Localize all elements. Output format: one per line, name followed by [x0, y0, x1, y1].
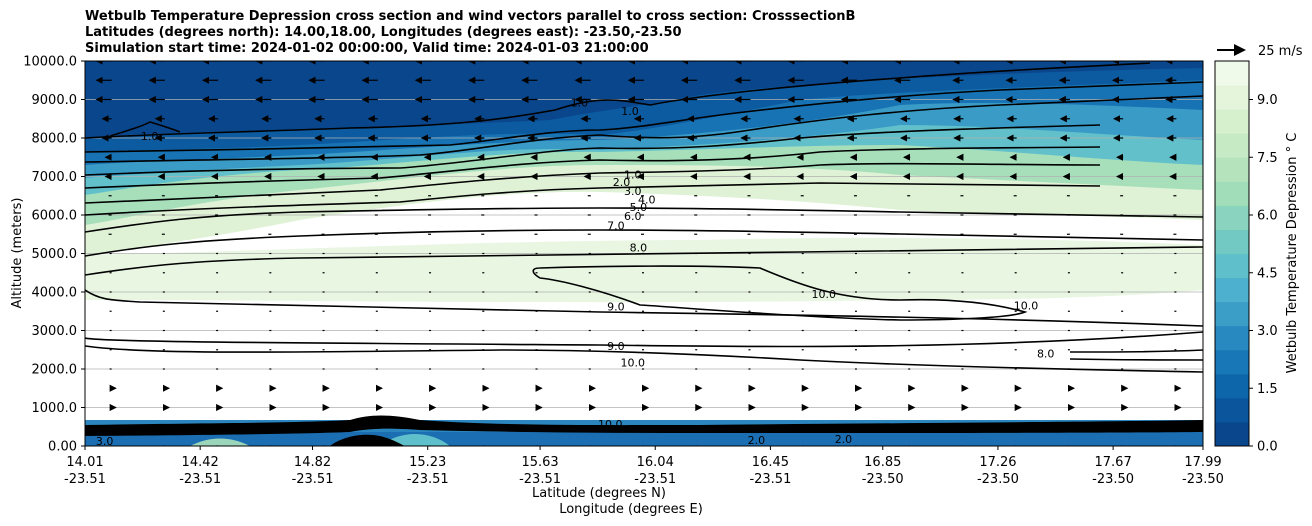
contour-lines	[85, 62, 1203, 373]
colorbar-tick-label: 6.0	[1257, 209, 1278, 224]
contour-label: 2.0	[613, 176, 631, 189]
colorbar-tick-label: 3.0	[1257, 324, 1278, 339]
x-tick-label-lat: 15.23	[409, 455, 446, 470]
colorbar-swatch	[1215, 349, 1249, 375]
colorbar-swatch	[1215, 421, 1249, 447]
x-tick-label-lat: 14.01	[66, 455, 103, 470]
colorbar-swatch	[1215, 397, 1249, 423]
colorbar-swatch	[1215, 253, 1249, 279]
contour-label: 2.0	[748, 434, 766, 447]
contour-label: 6.0	[624, 210, 642, 223]
contour-label: 1.0	[624, 169, 642, 182]
contour-label: 10.0	[621, 356, 646, 369]
colorbar-frame	[1214, 60, 1250, 447]
x-tick-label-lat: 17.67	[1095, 455, 1132, 470]
colorbar-swatch	[1215, 85, 1249, 110]
colorbar-swatch	[1215, 277, 1249, 303]
contour-label: 8.0	[630, 242, 648, 255]
colorbar-swatch	[1215, 133, 1249, 158]
x-tick-label-lon: -23.50	[1092, 472, 1134, 487]
colorbar-tick-label: 7.5	[1257, 151, 1278, 166]
colorbar-tick-label: 0.0	[1257, 440, 1278, 455]
contour-label: 10.0	[812, 288, 837, 301]
x-tick-label-lat: 14.42	[182, 455, 219, 470]
colorbar-swatch	[1215, 325, 1249, 351]
colorbar-swatch	[1215, 61, 1249, 86]
contour-label: 1.0	[571, 97, 589, 110]
colorbar-swatch	[1215, 109, 1249, 134]
y-tick-label: 9000.0	[32, 93, 78, 108]
contour-label: 1.0	[141, 130, 159, 143]
x-tick-label-lon: -23.51	[179, 472, 221, 487]
chart-title-line-2: Latitudes (degrees north): 14.00,18.00, …	[85, 25, 682, 40]
colorbar-swatch	[1215, 229, 1249, 254]
contour-label: 4.0	[638, 194, 656, 207]
x-tick-label-lon: -23.51	[407, 472, 449, 487]
chart-title-line-3: Simulation start time: 2024-01-02 00:00:…	[85, 41, 649, 56]
contour-label: 7.0	[607, 219, 625, 232]
contour-label: 9.0	[607, 340, 625, 353]
colorbar-tick-label: 4.5	[1257, 266, 1278, 281]
contour-label: 10.0	[1014, 299, 1039, 312]
x-tick-label-lon: -23.51	[749, 472, 791, 487]
x-tick-label-lat: 17.26	[979, 455, 1016, 470]
x-tick-label-lat: 16.85	[864, 455, 901, 470]
contour-label: 5.0	[630, 201, 648, 214]
chart-title-line-1: Wetbulb Temperature Depression cross sec…	[85, 9, 856, 24]
x-tick-label-lon: -23.51	[634, 472, 676, 487]
x-tick-label-lon: -23.50	[1182, 472, 1224, 487]
colorbar-tick-label: 1.5	[1257, 382, 1278, 397]
y-tick-label: 3000.0	[32, 324, 78, 339]
x-tick-label-lon: -23.50	[862, 472, 904, 487]
surface-contours	[85, 415, 1203, 446]
colorbar-swatch	[1215, 301, 1249, 327]
contour-labels: 1.01.01.02.03.04.05.06.07.08.09.010.010.…	[96, 97, 1055, 448]
y-tick-label: 1000.0	[32, 401, 78, 416]
contour-label: 8.0	[1037, 348, 1055, 361]
x-axis-label-latitude: Latitude (degrees N)	[532, 486, 666, 501]
contour-label: 9.0	[607, 301, 625, 314]
colorbar-tick-label: 9.0	[1257, 93, 1278, 108]
x-tick-label-lat: 17.99	[1184, 455, 1221, 470]
contour-label: 1.0	[621, 105, 639, 118]
y-tick-label: 5000.0	[32, 247, 78, 262]
colorbar-swatch	[1215, 181, 1249, 206]
contour-label: 3.0	[96, 435, 114, 448]
y-tick-label: 2000.0	[32, 363, 78, 378]
y-tick-label: 10000.0	[23, 55, 77, 70]
y-axis-ticks: 0.00 1000.0 2000.0 3000.0 4000.0 5000.0 6000.0…	[23, 55, 85, 455]
x-axis-label-longitude: Longitude (degrees E)	[559, 502, 703, 517]
x-tick-label-lon: -23.51	[519, 472, 561, 487]
colorbar-swatch	[1215, 373, 1249, 399]
x-tick-label-lon: -23.51	[292, 472, 334, 487]
contour-label: 3.0	[624, 185, 642, 198]
x-tick-label-lat: 15.63	[521, 455, 558, 470]
y-tick-label: 7000.0	[32, 170, 78, 185]
x-tick-label-lon: -23.50	[977, 472, 1019, 487]
x-tick-label-lat: 14.82	[294, 455, 331, 470]
x-tick-label-lat: 16.04	[637, 455, 674, 470]
colorbar	[1215, 61, 1249, 447]
x-tick-label-lat: 16.45	[752, 455, 789, 470]
colorbar-swatch	[1215, 205, 1249, 230]
x-axis-ticks: 14.01 -23.51 14.42 -23.51 14.82 -23.51 15.23 -2…	[64, 446, 1224, 487]
y-axis-label: Altitude (meters)	[10, 198, 25, 309]
y-tick-label: 8000.0	[32, 132, 78, 147]
colorbar-label: Wetbulb Temperature Depression ° C	[1285, 133, 1300, 374]
wind-reference-label: 25 m/s	[1258, 44, 1303, 59]
colorbar-swatch	[1215, 157, 1249, 182]
wind-vectors	[95, 61, 1182, 446]
x-tick-label-lon: -23.51	[64, 472, 106, 487]
contour-label: 2.0	[835, 433, 853, 446]
y-tick-label: 0.00	[48, 440, 77, 455]
colorbar-ticks: 0.0 1.5 3.0 4.5 6.0 7.5 9.0	[1249, 93, 1278, 455]
y-tick-label: 4000.0	[32, 286, 78, 301]
y-tick-label: 6000.0	[32, 209, 78, 224]
contour-label: 10.0	[598, 418, 623, 431]
